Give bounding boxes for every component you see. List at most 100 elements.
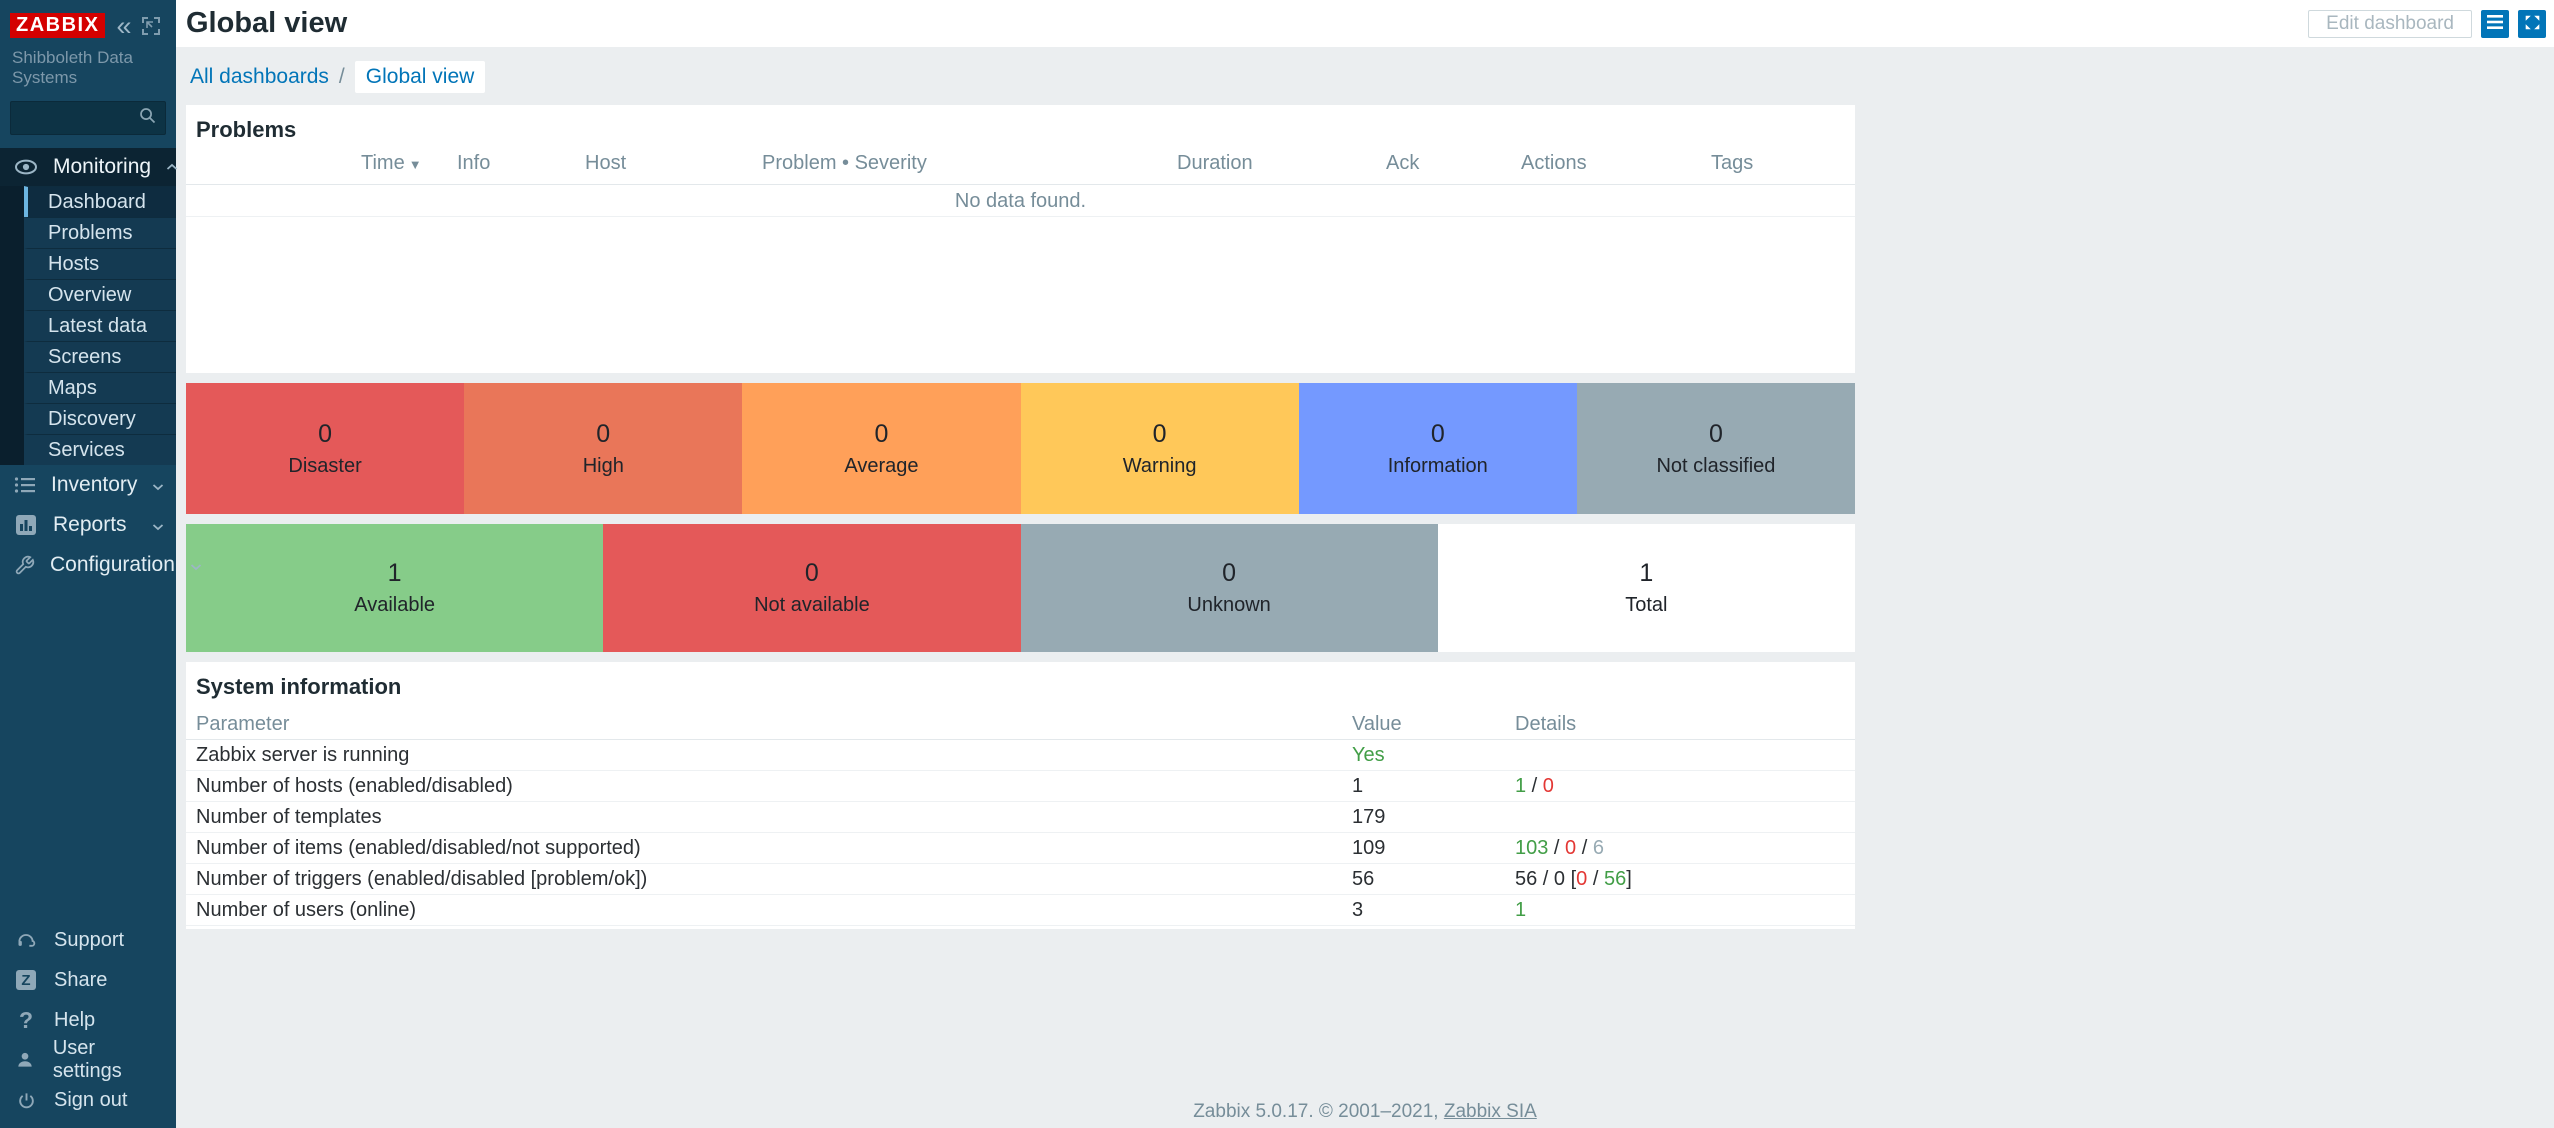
sidebar-section-label: Reports bbox=[53, 513, 127, 536]
value-cell: Yes bbox=[1352, 743, 1385, 766]
stat-block-disaster[interactable]: 0 Disaster bbox=[186, 383, 465, 514]
details-cell: 1 bbox=[1515, 899, 1855, 922]
sidebar-section-label: Configuration bbox=[50, 553, 175, 576]
stat-block-high[interactable]: 0 High bbox=[464, 383, 743, 514]
sidebar-section-configuration[interactable]: Configuration bbox=[0, 545, 202, 585]
stat-count[interactable]: 0 bbox=[1152, 419, 1167, 448]
stat-count[interactable]: 0 bbox=[1708, 419, 1723, 448]
stat-count[interactable]: 0 bbox=[874, 419, 889, 448]
stat-block-not-available: 0 Not available bbox=[603, 524, 1021, 652]
value-cell: 109 bbox=[1352, 836, 1386, 859]
details-cell: 1 / 0 bbox=[1515, 775, 1855, 798]
hide-sidebar-icon[interactable] bbox=[142, 16, 161, 35]
details-segment: ] bbox=[1626, 867, 1632, 890]
sidebar-item-screens[interactable]: Screens bbox=[24, 341, 176, 372]
sidebar-item-sign-out[interactable]: Sign out bbox=[0, 1080, 176, 1120]
stat-count[interactable]: 0 bbox=[318, 419, 333, 448]
table-row: Number of triggers (enabled/disabled [pr… bbox=[186, 864, 1855, 895]
column-header-problem-severity: Problem • Severity bbox=[762, 152, 927, 174]
stat-count[interactable]: 0 bbox=[596, 419, 611, 448]
value-cell: 3 bbox=[1352, 898, 1364, 921]
problems-widget: Problems Time ▼ Info Host Problem • Severity… bbox=[186, 105, 1855, 373]
sidebar-item-label: Help bbox=[54, 1008, 96, 1031]
stat-block-warning[interactable]: 0 Warning bbox=[1020, 383, 1299, 514]
details-segment: / bbox=[1576, 836, 1593, 859]
details-segment: 0 bbox=[1576, 867, 1588, 890]
zabbix-share-icon: Z bbox=[14, 970, 38, 990]
details-segment: 1 bbox=[1515, 898, 1527, 921]
sidebar-item-latest-data[interactable]: Latest data bbox=[24, 310, 176, 341]
wrench-icon bbox=[14, 555, 35, 576]
question-mark-icon: ? bbox=[18, 1006, 34, 1033]
chevron-down-icon bbox=[190, 553, 202, 577]
sidebar-item-help[interactable]: ? Help bbox=[0, 1000, 176, 1040]
column-header-time[interactable]: Time ▼ bbox=[361, 152, 422, 174]
expand-arrows-icon bbox=[2524, 14, 2541, 34]
sidebar-item-label: Share bbox=[54, 968, 108, 991]
sidebar-item-user-settings[interactable]: User settings bbox=[0, 1037, 176, 1082]
search-input[interactable] bbox=[21, 107, 138, 129]
sidebar-item-dashboard[interactable]: Dashboard bbox=[24, 186, 176, 217]
sidebar-search[interactable] bbox=[10, 101, 166, 135]
stat-label: Average bbox=[844, 454, 919, 477]
column-header-value: Value bbox=[1352, 712, 1402, 735]
details-segment: / bbox=[1526, 774, 1543, 797]
stat-block-average[interactable]: 0 Average bbox=[742, 383, 1021, 514]
chevron-up-icon bbox=[166, 158, 178, 176]
stat-count: 1 bbox=[387, 559, 402, 587]
sidebar-item-overview[interactable]: Overview bbox=[24, 279, 176, 310]
sidebar-section-inventory[interactable]: Inventory bbox=[0, 465, 176, 505]
parameter-cell: Number of templates bbox=[196, 805, 382, 828]
details-segment: 0 bbox=[1565, 836, 1577, 859]
dashboard-grid: Problems Time ▼ Info Host Problem • Severity… bbox=[186, 105, 1856, 929]
stat-block-available: 1 Available bbox=[186, 524, 604, 652]
sidebar-item-problems[interactable]: Problems bbox=[24, 217, 176, 248]
system-information-widget: System information Parameter Value Detai… bbox=[186, 662, 1855, 929]
collapse-sidebar-icon[interactable]: « bbox=[116, 10, 132, 41]
zabbix-logo[interactable]: ZABBIX bbox=[10, 13, 106, 38]
parameter-cell: Zabbix server is running bbox=[196, 743, 410, 766]
sidebar-item-discovery[interactable]: Discovery bbox=[24, 403, 176, 434]
kiosk-mode-button[interactable] bbox=[2518, 9, 2546, 38]
breadcrumb-current[interactable]: Global view bbox=[354, 61, 486, 93]
details-cell: 56 / 0 [0 / 56] bbox=[1515, 868, 1855, 891]
breadcrumb: All dashboards / Global view bbox=[176, 47, 2554, 93]
stat-label: Not classified bbox=[1656, 454, 1776, 477]
sidebar-item-services[interactable]: Services bbox=[24, 434, 176, 465]
sort-desc-icon: ▼ bbox=[408, 157, 422, 172]
stat-block-not-classified[interactable]: 0 Not classified bbox=[1576, 383, 1856, 514]
organization-name: Shibboleth Data Systems bbox=[12, 48, 133, 87]
stat-block-unknown: 0 Unknown bbox=[1020, 524, 1438, 652]
edit-dashboard-button[interactable]: Edit dashboard bbox=[2308, 9, 2472, 38]
bar-chart-icon bbox=[14, 515, 38, 535]
table-row: Number of hosts (enabled/disabled) 1 1 / 0 bbox=[186, 771, 1855, 802]
list-icon bbox=[14, 476, 36, 494]
sidebar-section-monitoring[interactable]: Monitoring bbox=[0, 148, 178, 186]
stat-block-information[interactable]: 0 Information bbox=[1298, 383, 1577, 514]
sidebar-section-label: Inventory bbox=[51, 473, 138, 496]
table-row: Number of items (enabled/disabled/not su… bbox=[186, 833, 1855, 864]
stat-count[interactable]: 0 bbox=[1430, 419, 1445, 448]
eye-icon bbox=[14, 157, 38, 177]
breadcrumb-all-dashboards[interactable]: All dashboards bbox=[190, 65, 329, 88]
footer-version-text: Zabbix 5.0.17. © 2001–2021, bbox=[1193, 1101, 1444, 1122]
stat-count: 0 bbox=[804, 559, 819, 587]
sidebar-item-support[interactable]: Support bbox=[0, 920, 176, 960]
user-icon bbox=[14, 1050, 37, 1070]
value-cell: 56 bbox=[1352, 867, 1375, 890]
parameter-cell: Number of hosts (enabled/disabled) bbox=[196, 774, 513, 797]
sidebar-section-reports[interactable]: Reports bbox=[0, 505, 176, 545]
stat-count: 0 bbox=[1222, 559, 1237, 587]
sidebar-item-share[interactable]: Z Share bbox=[0, 960, 176, 1000]
breadcrumb-separator: / bbox=[338, 65, 345, 88]
system-info-table-body: Zabbix server is running Yes Number of hos… bbox=[186, 740, 1855, 926]
system-info-table-header: Parameter Value Details bbox=[186, 709, 1855, 740]
column-header-host: Host bbox=[585, 152, 627, 174]
dashboard-menu-button[interactable] bbox=[2481, 9, 2509, 38]
details-segment: 0 bbox=[1542, 774, 1554, 797]
sidebar-item-maps[interactable]: Maps bbox=[24, 372, 176, 403]
zabbix-sia-link[interactable]: Zabbix SIA bbox=[1443, 1101, 1537, 1122]
sidebar-section-label: Monitoring bbox=[53, 155, 152, 178]
table-row: Zabbix server is running Yes bbox=[186, 740, 1855, 771]
sidebar-item-hosts[interactable]: Hosts bbox=[24, 248, 176, 279]
